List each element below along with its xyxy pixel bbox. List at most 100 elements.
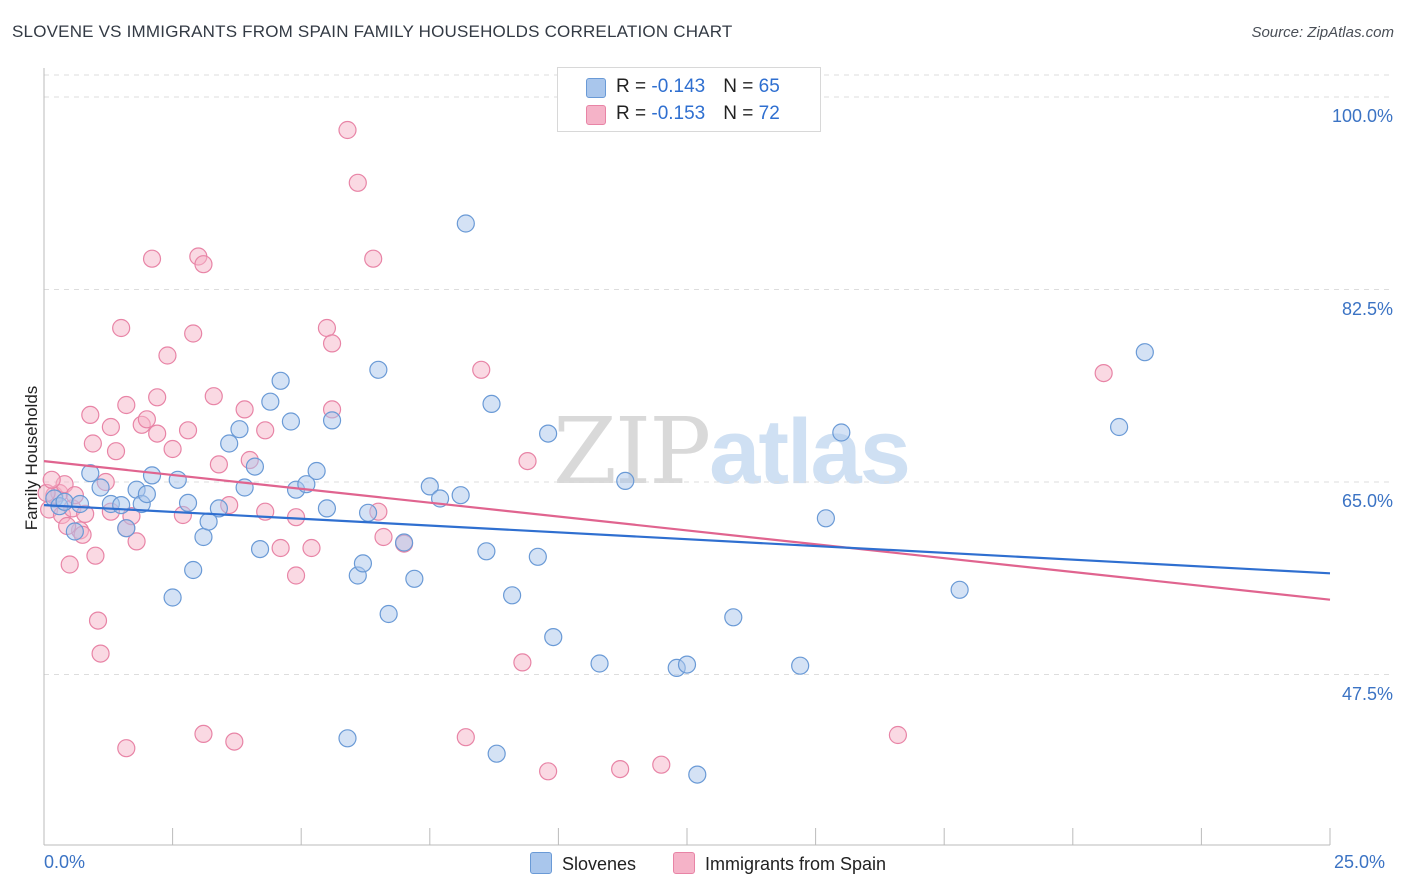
chart-title: SLOVENE VS IMMIGRANTS FROM SPAIN FAMILY … <box>12 22 733 41</box>
data-point <box>832 423 851 442</box>
series-immigrants-from-spain <box>37 120 1113 781</box>
data-point <box>91 478 110 497</box>
data-point <box>1109 417 1129 437</box>
data-point <box>194 527 213 547</box>
data-point <box>158 346 177 365</box>
n-value: 65 <box>758 76 780 97</box>
trend-line-slovenes <box>43 504 1331 575</box>
data-point <box>137 410 156 429</box>
data-point <box>271 538 290 558</box>
data-point <box>178 421 198 440</box>
data-point <box>235 400 254 419</box>
data-point <box>230 420 249 439</box>
data-point <box>518 452 537 471</box>
data-point <box>456 728 475 747</box>
data-point <box>338 729 357 748</box>
legend-item-immigrants: Immigrants from Spain <box>673 852 886 875</box>
data-point <box>204 387 223 406</box>
data-point <box>163 439 182 459</box>
trend-lines <box>43 460 1331 601</box>
data-point <box>163 588 182 607</box>
data-point <box>472 360 491 379</box>
data-point <box>225 732 244 751</box>
data-point <box>81 464 100 483</box>
data-point <box>302 538 321 558</box>
data-point <box>364 249 383 268</box>
data-point <box>286 566 306 585</box>
legend-label: Slovenes <box>562 854 637 874</box>
data-point <box>137 485 156 504</box>
legend-row-slovenes: R = -0.143 N = 65 <box>586 76 780 100</box>
legend-swatch-pink <box>586 105 606 125</box>
data-point <box>148 388 167 407</box>
data-point <box>317 318 337 338</box>
data-point <box>60 555 79 574</box>
data-point <box>724 608 743 627</box>
data-point <box>791 656 810 675</box>
watermark-zip: ZIP <box>553 398 711 505</box>
data-point <box>1135 343 1154 362</box>
data-point <box>209 499 228 518</box>
n-value: 72 <box>758 103 780 124</box>
data-point <box>88 611 108 630</box>
data-point <box>250 539 270 559</box>
data-point <box>307 461 326 481</box>
legend-swatch-blue <box>586 78 606 98</box>
data-point <box>91 644 110 663</box>
data-point <box>456 214 475 233</box>
series-slovenes <box>45 214 1154 784</box>
legend-swatch-blue <box>530 852 552 874</box>
y-axis-title: Family Households <box>22 385 41 531</box>
source-label: Source: ZipAtlas.com <box>1251 24 1394 41</box>
data-point <box>477 542 496 561</box>
data-point <box>451 486 470 505</box>
data-point <box>42 470 61 489</box>
correlation-legend: R = -0.143 N = 65 R = -0.153 N = 72 <box>557 67 821 132</box>
data-point <box>688 765 707 784</box>
data-point <box>338 120 357 140</box>
data-point <box>178 493 198 512</box>
data-point <box>374 527 393 547</box>
data-point <box>816 509 835 528</box>
data-point <box>317 499 337 518</box>
r-label: R = <box>616 103 652 124</box>
data-point <box>652 755 671 774</box>
data-point <box>539 424 558 443</box>
data-point <box>112 318 131 338</box>
legend-item-slovenes: Slovenes <box>530 852 636 875</box>
data-point <box>503 586 522 605</box>
data-point <box>81 405 100 424</box>
data-point <box>528 547 547 566</box>
data-point <box>70 494 90 514</box>
data-point <box>405 569 424 588</box>
r-label: R = <box>616 76 652 97</box>
data-point <box>184 560 203 580</box>
data-point <box>544 627 563 647</box>
data-point <box>950 580 969 599</box>
legend-row-immigrants: R = -0.153 N = 72 <box>586 103 780 127</box>
data-point <box>888 725 908 745</box>
data-point <box>482 394 501 413</box>
data-point <box>369 360 388 379</box>
y-tick-label: 100.0% <box>1331 106 1393 126</box>
data-point <box>281 412 301 431</box>
data-point <box>513 653 532 672</box>
y-tick-label: 47.5% <box>1341 683 1393 704</box>
legend-swatch-pink <box>673 852 695 874</box>
data-point <box>322 411 342 430</box>
x-tick-label-min: 0.0% <box>44 852 86 872</box>
data-point <box>220 434 239 453</box>
r-value: -0.143 <box>651 76 706 97</box>
data-point <box>101 417 120 437</box>
n-label: N = <box>723 103 759 124</box>
data-point <box>358 503 378 522</box>
axes <box>43 68 1331 846</box>
data-point <box>322 334 342 353</box>
y-tick-label: 82.5% <box>1341 298 1393 319</box>
data-point <box>106 442 126 461</box>
watermark: ZIPatlas <box>553 398 911 505</box>
data-point <box>194 255 213 274</box>
data-point <box>184 324 203 343</box>
data-point <box>142 249 162 268</box>
